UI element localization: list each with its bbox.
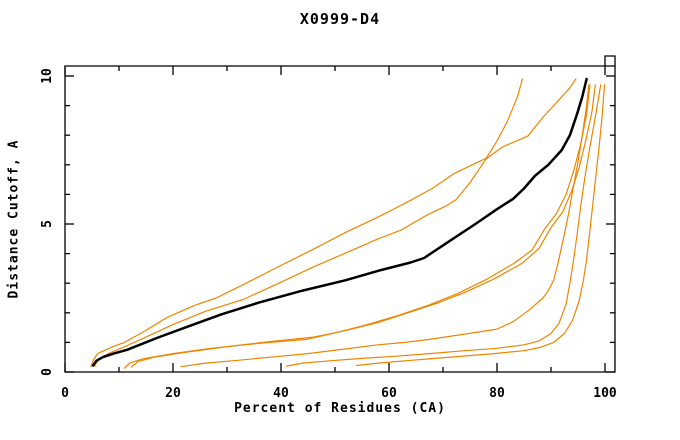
x-tick-label: 100 — [593, 386, 617, 401]
x-tick-label: 20 — [165, 386, 181, 401]
curve-model-4 — [130, 84, 596, 368]
y-tick-label: 0 — [40, 368, 55, 376]
y-axis-label: Distance Cutoff, A — [6, 139, 22, 299]
x-tick-label: 80 — [489, 386, 505, 401]
frame-notch — [604, 55, 616, 66]
x-tick-label: 60 — [381, 386, 397, 401]
x-tick-label: 40 — [273, 386, 289, 401]
curve-model-2 — [94, 78, 577, 367]
curve-model-6 — [285, 84, 602, 367]
chart-title: X0999-D4 — [299, 10, 381, 28]
curve-model-7 — [356, 84, 606, 367]
y-tick-label: 10 — [40, 68, 55, 84]
curve-main — [91, 77, 588, 367]
plot-frame — [64, 65, 616, 373]
y-tick-label: 5 — [40, 220, 55, 228]
x-axis-label: Percent of Residues (CA) — [234, 401, 446, 416]
curve-model-1 — [90, 78, 524, 368]
x-tick-label: 0 — [61, 386, 69, 401]
curve-model-5 — [180, 84, 590, 368]
